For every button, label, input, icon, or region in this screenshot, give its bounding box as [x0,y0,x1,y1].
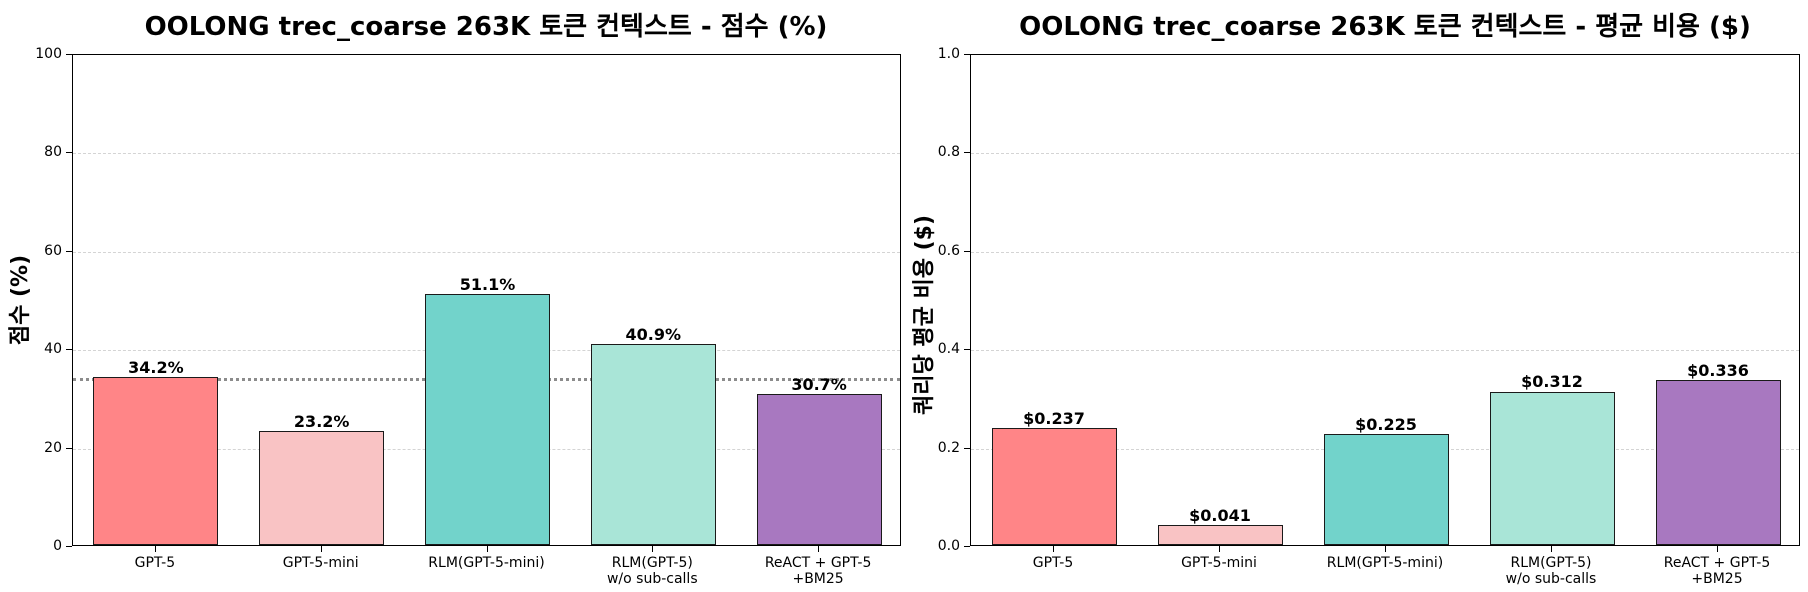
score-value-label: 40.9% [625,324,682,344]
score-value-label: 30.7% [791,374,847,394]
score-y-tick-label: 100 [35,46,62,62]
score-value-label: 51.1% [459,274,516,294]
cost-value-label: $0.312 [1521,372,1583,392]
cost-chart-title: OOLONG trec_coarse 263K 토큰 컨텍스트 - 평균 비용 … [1019,12,1751,42]
cost-bar [1655,379,1781,545]
score-y-tick-label: 40 [44,341,62,358]
cost-bar [1157,524,1283,545]
cost-y-tick-label: 0.0 [937,538,960,554]
score-gridline [73,251,900,253]
score-x-tick [154,546,156,552]
cost-y-tick [964,250,970,252]
score-x-tick [486,546,488,552]
cost-y-tick-label: 1.0 [937,46,960,62]
cost-x-tick-label: GPT-5 [1032,555,1074,571]
score-gridline [73,153,900,155]
score-value-label: 23.2% [293,411,350,431]
cost-bar [991,428,1117,545]
score-y-tick-label: 80 [44,144,62,161]
score-chart-panel: OOLONG trec_coarse 263K 토큰 컨텍스트 - 점수 (%)… [8,12,901,546]
score-bar [590,343,716,545]
score-value-label: 34.2% [128,357,184,377]
cost-gridline [971,153,1799,155]
score-x-tick-label: RLM(GPT-5) w/o sub-calls [606,555,698,587]
cost-x-tick-label: RLM(GPT-5) w/o sub-calls [1505,555,1597,587]
score-x-tick-label: GPT-5-mini [282,555,359,571]
score-bar [756,393,882,545]
score-x-tick-label: RLM(GPT-5-mini) [428,555,545,571]
cost-x-tick [1053,546,1054,552]
cost-y-tick-label: 0.2 [937,439,960,456]
score-y-tick [66,250,72,252]
cost-x-tick [1717,546,1718,552]
cost-y-tick [964,349,970,351]
score-y-tick-label: 60 [44,242,62,259]
cost-value-label: $0.336 [1687,360,1749,380]
cost-x-tick [1551,546,1552,552]
score-y-tick [66,54,72,55]
cost-bar [1489,391,1615,545]
score-y-tick [66,152,72,154]
score-bar [93,376,219,545]
cost-value-label: $0.225 [1355,415,1417,435]
score-x-tick-label: ReACT + GPT-5 +BM25 [764,555,872,587]
score-y-tick [66,349,72,351]
score-y-tick-label: 0 [53,538,62,554]
score-plot-area: 34.2% 23.2% 51.1% 40.9% 30.7% [72,54,901,546]
score-chart-title: OOLONG trec_coarse 263K 토큰 컨텍스트 - 점수 (%) [144,12,828,42]
cost-y-tick-label: 0.6 [937,242,960,259]
cost-bar [1323,434,1449,545]
cost-y-tick-label: 0.4 [937,341,960,358]
cost-value-label: $0.041 [1189,505,1251,525]
score-y-tick [66,447,72,449]
cost-x-tick [1385,546,1386,552]
cost-y-tick [964,152,970,154]
cost-value-label: $0.237 [1023,409,1085,429]
cost-x-tick [1219,546,1220,552]
cost-gridline [971,350,1799,352]
score-x-tick [818,546,820,552]
score-x-tick [652,546,654,552]
cost-y-tick [964,54,970,55]
score-y-tick [66,546,72,547]
cost-y-tick [964,447,970,449]
cost-y-tick-label: 0.8 [937,144,960,161]
score-bar [425,293,550,545]
cost-plot-area: $0.237 $0.041 $0.225 $0.312 $0.336 [970,54,1800,546]
score-x-tick-label: GPT-5 [134,555,176,571]
score-x-tick [320,546,322,552]
cost-x-tick-label: GPT-5-mini [1181,555,1257,571]
cost-y-tick [964,546,970,547]
cost-gridline [971,251,1799,253]
cost-x-tick-label: RLM(GPT-5-mini) [1326,555,1444,571]
score-bar [259,430,385,545]
cost-x-tick-label: ReACT + GPT-5 +BM25 [1663,555,1771,587]
score-y-tick-label: 20 [44,439,62,456]
